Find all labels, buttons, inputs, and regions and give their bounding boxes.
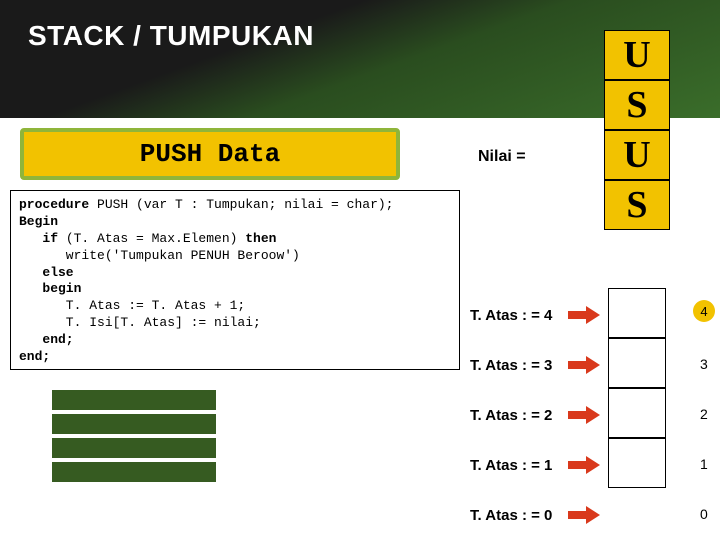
- kw-procedure: procedure: [19, 197, 89, 212]
- index-badge: 4: [693, 300, 715, 322]
- letter-cell: U: [604, 130, 670, 180]
- index-label: 3: [700, 356, 708, 372]
- push-data-box: PUSH Data: [20, 128, 400, 180]
- atas-label: T. Atas : = 1: [470, 457, 570, 474]
- empty-stack: [608, 288, 666, 488]
- kw-end2: end;: [19, 349, 50, 364]
- empty-cell: [608, 388, 666, 438]
- kw-then: then: [245, 231, 276, 246]
- code-box: procedure PUSH (var T : Tumpukan; nilai …: [10, 190, 460, 370]
- decorative-bars: [52, 390, 216, 486]
- empty-cell: [608, 288, 666, 338]
- empty-cell: [608, 438, 666, 488]
- letter-cell: S: [604, 80, 670, 130]
- atas-label: T. Atas : = 0: [470, 507, 570, 524]
- arrow-icon: [568, 456, 602, 474]
- empty-cell: [608, 338, 666, 388]
- atas-row: T. Atas : = 0: [470, 506, 602, 524]
- bar: [52, 390, 216, 410]
- atas-label: T. Atas : = 2: [470, 407, 570, 424]
- atas-label: T. Atas : = 3: [470, 357, 570, 374]
- kw-end1: end;: [19, 332, 74, 347]
- letter-cell: S: [604, 180, 670, 230]
- kw-begin: Begin: [19, 214, 58, 229]
- index-label: 2: [700, 406, 708, 422]
- atas-label: T. Atas : = 4: [470, 307, 570, 324]
- code-l7: T. Atas := T. Atas + 1;: [19, 298, 245, 313]
- code-l3b: (T. Atas = Max.Elemen): [66, 231, 245, 246]
- bar: [52, 414, 216, 434]
- atas-row: T. Atas : = 3: [470, 356, 602, 374]
- atas-row: T. Atas : = 1: [470, 456, 602, 474]
- code-l4: write('Tumpukan PENUH Beroow'): [19, 248, 300, 263]
- kw-else: else: [19, 265, 74, 280]
- arrow-icon: [568, 406, 602, 424]
- push-data-label: PUSH Data: [140, 139, 280, 169]
- kw-if: if: [19, 231, 66, 246]
- bar: [52, 438, 216, 458]
- code-l8: T. Isi[T. Atas] := nilai;: [19, 315, 261, 330]
- slide-title: STACK / TUMPUKAN: [28, 20, 314, 52]
- letter-cell: U: [604, 30, 670, 80]
- kw-begin2: begin: [19, 281, 81, 296]
- index-label: 0: [700, 506, 708, 522]
- index-value: 4: [700, 304, 707, 319]
- index-label: 1: [700, 456, 708, 472]
- bar: [52, 462, 216, 482]
- letter-stack: U S U S: [604, 30, 670, 230]
- arrow-icon: [568, 306, 602, 324]
- arrow-icon: [568, 356, 602, 374]
- code-l1b: PUSH (var T : Tumpukan; nilai = char);: [89, 197, 393, 212]
- atas-row: T. Atas : = 4: [470, 306, 602, 324]
- nilai-label: Nilai =: [478, 148, 526, 166]
- atas-row: T. Atas : = 2: [470, 406, 602, 424]
- arrow-icon: [568, 506, 602, 524]
